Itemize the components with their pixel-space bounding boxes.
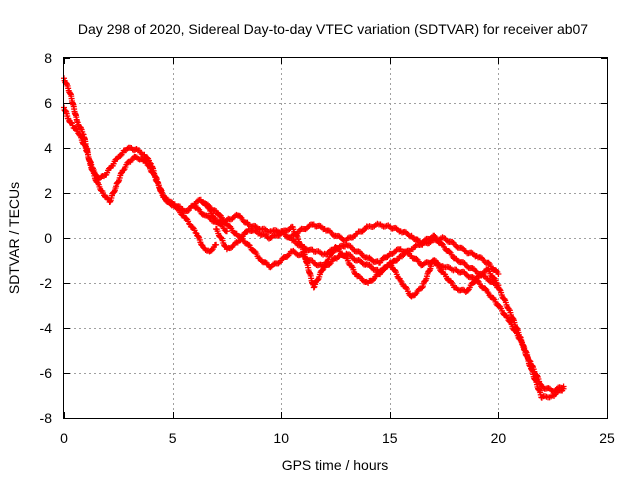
series-track-6 (289, 220, 502, 277)
plot-frame (63, 57, 608, 419)
track-point (319, 267, 326, 274)
y-tick-label: -8 (40, 410, 53, 426)
data-point (495, 282, 502, 289)
data-point (560, 385, 567, 392)
track-point (334, 245, 341, 252)
track-point (218, 234, 225, 241)
track-point (501, 296, 508, 303)
y-tick-label: -2 (40, 275, 53, 291)
data-point (495, 271, 502, 277)
series-track-2 (61, 104, 220, 255)
data-point (223, 228, 230, 235)
y-tick-label: -4 (40, 320, 53, 336)
chart-title: Day 298 of 2020, Sidereal Day-to-day VTE… (78, 21, 588, 37)
track-point (117, 152, 124, 159)
track-point (195, 233, 202, 240)
x-tick-label: 25 (599, 430, 615, 446)
y-tick-label: 8 (44, 50, 52, 66)
x-tick-label: 20 (491, 430, 507, 446)
data-points (61, 75, 567, 401)
data-point (310, 284, 317, 291)
data-point (184, 208, 191, 214)
track-point (120, 167, 127, 174)
y-tick-label: 4 (44, 140, 52, 156)
data-point (213, 241, 220, 248)
y-tick-label: 2 (44, 185, 52, 201)
x-axis-label: GPS time / hours (282, 457, 389, 473)
track-point (534, 372, 541, 379)
track-point (471, 278, 478, 285)
y-axis-label: SDTVAR / TECUs (6, 182, 22, 294)
x-tick-label: 5 (169, 430, 177, 446)
y-tick-label: -6 (40, 365, 53, 381)
x-tick-label: 15 (382, 430, 398, 446)
track-point (482, 285, 489, 292)
data-point (397, 277, 404, 284)
track-point (496, 286, 503, 293)
track-point (464, 287, 471, 294)
track-point (284, 253, 291, 260)
y-tick-label: 6 (44, 95, 52, 111)
track-point (81, 141, 88, 148)
y-tick-label: 0 (44, 230, 52, 246)
track-point (186, 220, 193, 227)
track-point (446, 248, 453, 255)
track-point (146, 159, 153, 166)
x-tick-label: 10 (273, 430, 289, 446)
axis-ticks: 0 5 10 15 20 25 -8 -6 -4 -2 0 2 4 6 8 (40, 50, 615, 446)
x-tick-label: 0 (60, 430, 68, 446)
track-point (438, 240, 445, 247)
data-point (484, 289, 491, 295)
series-track-5 (213, 223, 502, 300)
series-track-3 (191, 203, 567, 395)
track-point (208, 247, 215, 254)
